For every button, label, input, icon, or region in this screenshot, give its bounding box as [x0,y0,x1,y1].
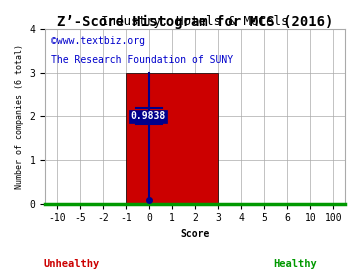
Title: Z’-Score Histogram for MCS (2016): Z’-Score Histogram for MCS (2016) [57,15,333,29]
Text: Industry: Hotels & Motels: Industry: Hotels & Motels [101,15,289,28]
Text: 0.9838: 0.9838 [130,111,165,121]
X-axis label: Score: Score [180,229,210,239]
Text: The Research Foundation of SUNY: The Research Foundation of SUNY [51,55,233,65]
Text: ©www.textbiz.org: ©www.textbiz.org [51,36,145,46]
Bar [126,73,218,204]
Text: Unhealthy: Unhealthy [43,259,99,269]
Text: Healthy: Healthy [273,259,317,269]
Y-axis label: Number of companies (6 total): Number of companies (6 total) [15,44,24,189]
